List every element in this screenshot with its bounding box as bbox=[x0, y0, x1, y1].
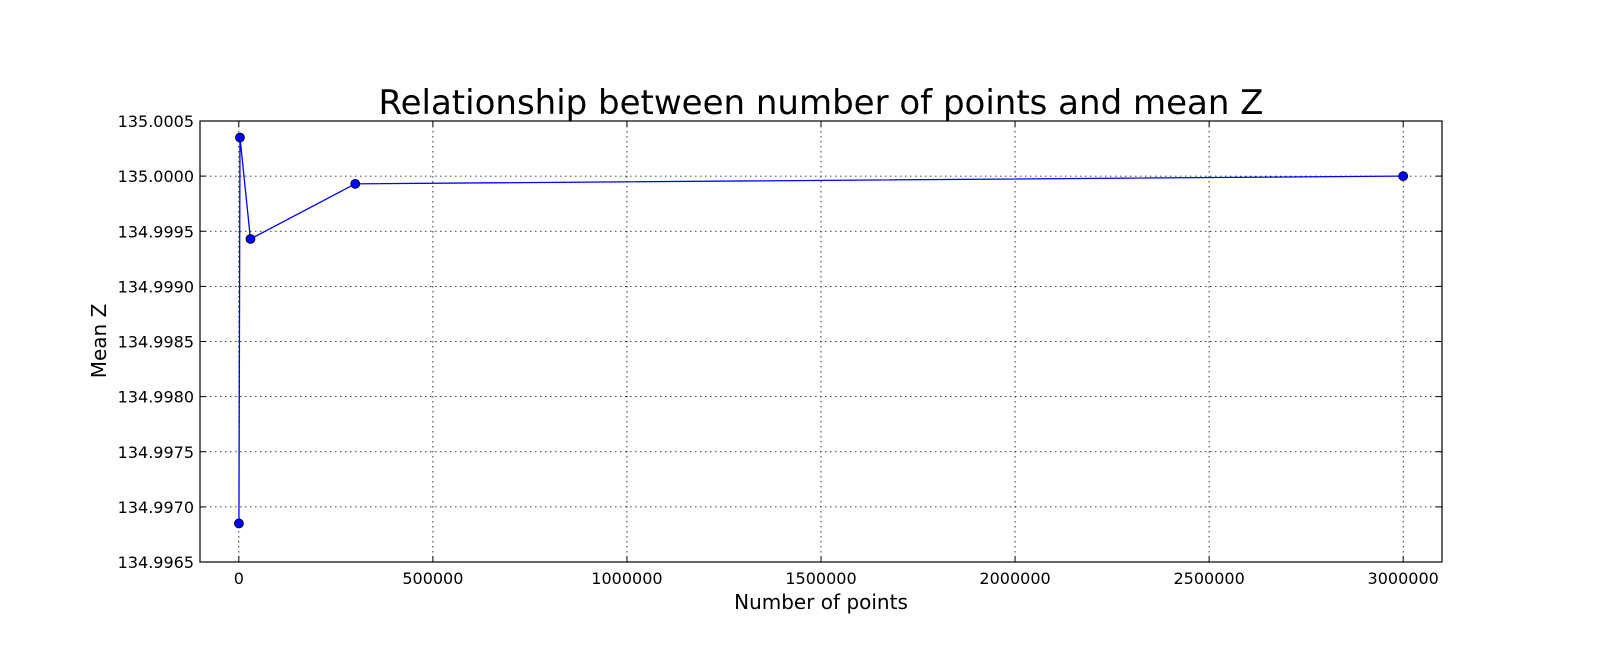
data-point bbox=[350, 178, 361, 189]
x-tick-label: 2000000 bbox=[979, 569, 1050, 588]
data-series bbox=[234, 132, 1409, 529]
data-point bbox=[245, 234, 256, 244]
x-tick-label: 1000000 bbox=[591, 569, 662, 588]
x-tick-label: 0 bbox=[234, 569, 244, 588]
y-tick-label: 135.0005 bbox=[118, 112, 194, 131]
x-tick-label: 2500000 bbox=[1173, 569, 1244, 588]
data-point bbox=[1398, 171, 1409, 182]
data-point bbox=[234, 518, 244, 529]
data-point bbox=[235, 132, 245, 143]
y-tick-label: 134.9970 bbox=[118, 498, 194, 517]
y-tick-label: 134.9985 bbox=[118, 333, 194, 352]
y-tick-label: 134.9975 bbox=[118, 443, 194, 462]
y-tick-label: 134.9995 bbox=[118, 222, 194, 241]
x-tick-label: 3000000 bbox=[1368, 569, 1439, 588]
y-axis-label: Mean Z bbox=[87, 304, 111, 379]
axis-ticks: 0 500000 1000000 1500000 2000000 2500000 30000… bbox=[118, 112, 1442, 588]
y-tick-label: 134.9990 bbox=[118, 277, 194, 296]
x-axis-label: Number of points bbox=[734, 590, 908, 614]
y-tick-label: 135.0000 bbox=[118, 167, 194, 186]
x-tick-label: 500000 bbox=[402, 569, 463, 588]
chart-title: Relationship between number of points an… bbox=[379, 83, 1264, 123]
y-tick-label: 134.9980 bbox=[118, 388, 194, 407]
y-tick-label: 134.9965 bbox=[118, 553, 194, 572]
x-tick-label: 1500000 bbox=[785, 569, 856, 588]
